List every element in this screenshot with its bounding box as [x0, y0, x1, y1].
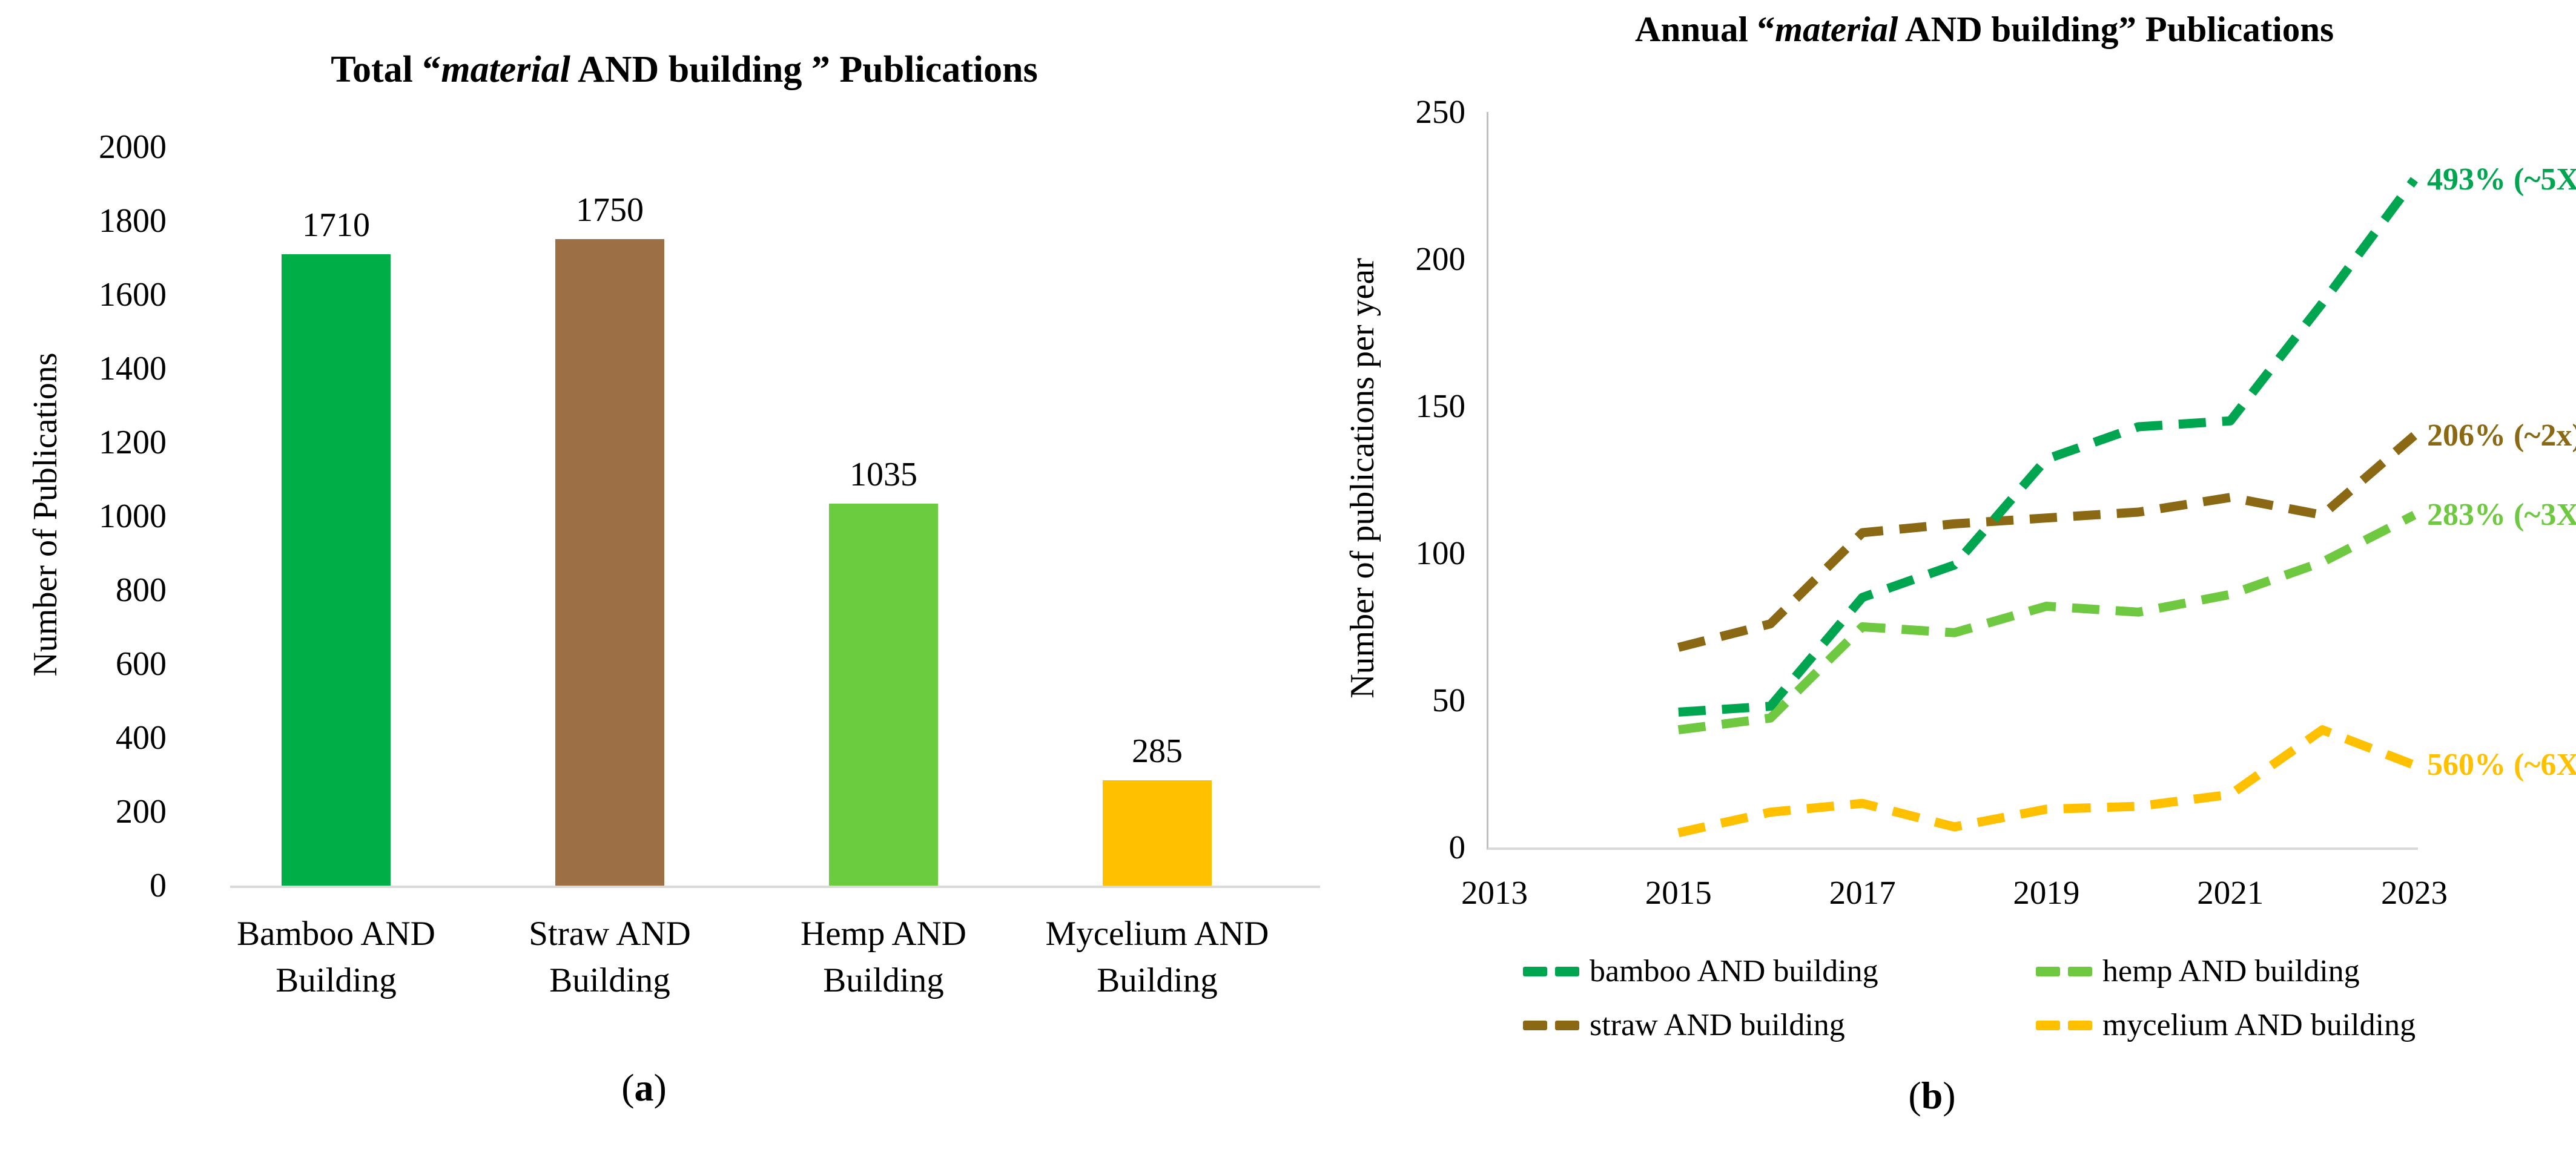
y-tick-label: 100 [1415, 535, 1466, 571]
y-tick-label: 0 [1448, 829, 1466, 866]
caption-letter: a [634, 1066, 654, 1109]
y-tick-label: 1200 [99, 424, 167, 461]
x-tick-label: 2019 [2013, 874, 2080, 911]
x-category-label: Hemp AND Building [801, 915, 966, 999]
bar-value-label: 1710 [302, 206, 370, 244]
bar-column: 1035 [829, 455, 938, 886]
legend: bamboo AND building hemp AND building stra… [1523, 953, 2416, 1043]
title-text: AND building” Publications [1898, 9, 2334, 49]
title-text: Total “ [331, 49, 441, 90]
bar-column: 285 [1103, 732, 1212, 886]
y-tick-label: 1800 [99, 202, 167, 240]
legend-dash-marker-icon [2068, 966, 2092, 976]
y-tick-label: 1600 [99, 276, 167, 314]
y-tick-label: 2000 [99, 128, 167, 166]
legend-dash-marker-icon [2068, 1020, 2092, 1030]
caption-paren: ( [1908, 1074, 1921, 1117]
bar-value-label: 1750 [576, 191, 644, 229]
legend-label: mycelium AND building [2102, 1008, 2416, 1042]
y-tick-label: 1000 [99, 498, 167, 535]
bar-value-label: 1035 [850, 456, 917, 493]
x-category-label: Bamboo AND Building [237, 915, 435, 999]
bar-rect [829, 504, 938, 886]
growth-annotation: 560% (~6X) [2427, 747, 2576, 782]
y-tick-label: 400 [116, 719, 167, 757]
legend-dash-marker-icon [2036, 966, 2060, 976]
title-italic-text: material [1775, 9, 1898, 49]
bar-column: 1750 [555, 191, 664, 886]
caption-paren: ) [1943, 1074, 1956, 1117]
bar-column: 1710 [282, 206, 391, 886]
line-hemp [1677, 511, 2417, 735]
y-tick-label: 150 [1415, 387, 1466, 424]
x-tick-label: 2017 [1829, 874, 1896, 911]
legend-item: hemp AND building [2036, 953, 2416, 989]
y-tick-label: 1400 [99, 350, 167, 387]
legend-label: straw AND building [1590, 1008, 1845, 1042]
growth-annotation: 283% (~3X) [2427, 497, 2576, 532]
bar-rect [1103, 780, 1212, 886]
line-series-svg [1677, 177, 2419, 838]
legend-dash-marker-icon [1555, 1020, 1579, 1030]
growth-annotation: 206% (~2x) [2427, 418, 2576, 453]
y-tick-label: 250 [1415, 93, 1466, 130]
y-tick-label: 800 [116, 571, 167, 609]
y-tick-label: 200 [1415, 240, 1466, 277]
x-tick-label: 2023 [2381, 874, 2448, 911]
legend-dash-marker-icon [1523, 1020, 1547, 1030]
legend-item: mycelium AND building [2036, 1007, 2416, 1043]
title-text: AND building ” Publications [570, 49, 1038, 90]
y-axis-tick-labels: 250 200 150 100 50 0 [1361, 93, 1466, 866]
y-tick-label: 600 [116, 645, 167, 683]
legend-dash-marker-icon [1555, 966, 1579, 976]
x-tick-label: 2013 [1461, 874, 1528, 911]
line-chart-title: Annual “material AND building” Publicati… [1470, 8, 2499, 50]
caption-a: (a) [0, 1065, 1288, 1110]
line-plot-area: 2013 2015 2017 2019 2021 2023 [1461, 112, 2448, 911]
caption-paren: ) [653, 1066, 667, 1109]
y-tick-label: 200 [116, 793, 167, 831]
x-category-label: Straw AND Building [529, 915, 691, 999]
x-tick-label: 2015 [1645, 874, 1712, 911]
legend-item: straw AND building [1523, 1007, 2036, 1043]
line-straw [1677, 432, 2417, 652]
line-bamboo [1678, 177, 2419, 717]
title-text: Annual “ [1634, 9, 1775, 49]
caption-paren: ( [621, 1066, 635, 1109]
bar-value-label: 285 [1132, 732, 1183, 770]
line-chart-panel: Annual “material AND building” Publicati… [1288, 0, 2576, 1158]
bar-rect [555, 239, 664, 886]
legend-label: bamboo AND building [1590, 954, 1878, 989]
growth-annotation: 493% (~5X) [2427, 162, 2576, 197]
bar-rect [282, 254, 391, 886]
caption-b: (b) [1288, 1073, 2576, 1118]
y-axis-tick-labels: 2000 1800 1600 1400 1200 1000 800 600 400 200 0 [36, 128, 167, 904]
bar-plot-area: 1710 Bamboo AND Building 1750 Straw AND Bui… [230, 147, 1320, 999]
y-tick-label: 0 [150, 867, 167, 904]
x-category-label: Mycelium AND Building [1045, 915, 1269, 999]
legend-dash-marker-icon [1523, 966, 1547, 976]
legend-label: hemp AND building [2102, 954, 2360, 989]
legend-item: bamboo AND building [1523, 953, 2036, 989]
y-tick-label: 50 [1432, 682, 1465, 719]
bar-chart-title: Total “material AND building ” Publicati… [139, 48, 1229, 91]
caption-letter: b [1921, 1074, 1943, 1117]
title-italic-text: material [441, 49, 570, 90]
line-mycelium [1677, 725, 2416, 838]
legend-dash-marker-icon [2036, 1020, 2060, 1030]
growth-annotations: 493% (~5X) 206% (~2x) 283% (~3X) 560% (~6X) [2427, 0, 2576, 1158]
x-tick-label: 2021 [2197, 874, 2264, 911]
bar-chart-panel: Total “material AND building ” Publicati… [0, 48, 1320, 1110]
